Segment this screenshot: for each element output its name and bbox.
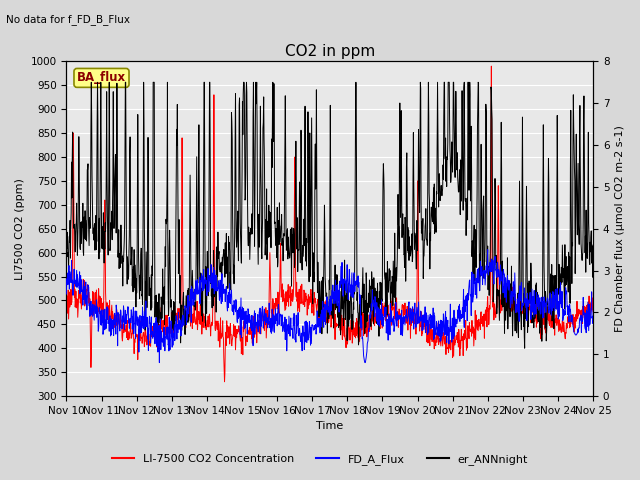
Text: BA_flux: BA_flux [77, 72, 126, 84]
X-axis label: Time: Time [316, 421, 344, 432]
Y-axis label: FD Chamber flux (μmol CO2 m-2 s-1): FD Chamber flux (μmol CO2 m-2 s-1) [615, 125, 625, 332]
Y-axis label: LI7500 CO2 (ppm): LI7500 CO2 (ppm) [15, 178, 25, 280]
Text: No data for f_FD_B_Flux: No data for f_FD_B_Flux [6, 14, 131, 25]
Legend: LI-7500 CO2 Concentration, FD_A_Flux, er_ANNnight: LI-7500 CO2 Concentration, FD_A_Flux, er… [108, 450, 532, 469]
Title: CO2 in ppm: CO2 in ppm [285, 44, 375, 59]
